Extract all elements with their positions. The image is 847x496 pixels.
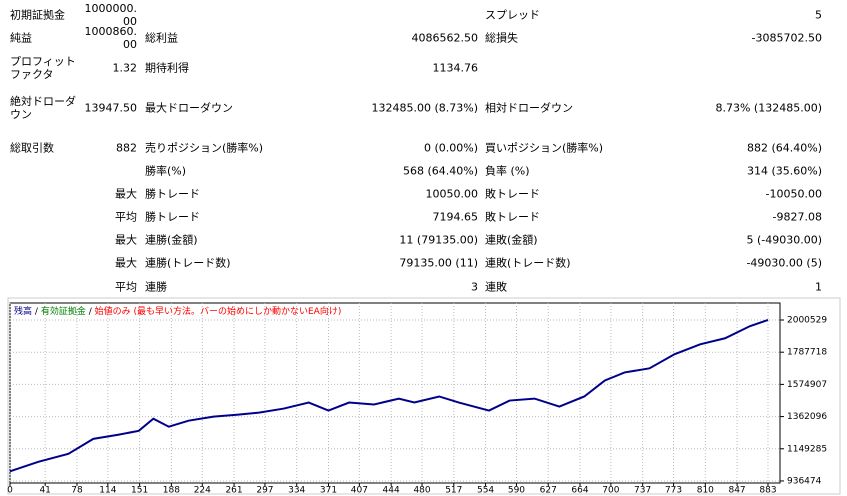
- balance-line: [9, 319, 769, 473]
- report-value: 0 (0.00%): [423, 141, 478, 155]
- x-tick-label: 700: [602, 486, 619, 496]
- report-value: 平均: [115, 280, 137, 294]
- report-value: 4086562.50: [411, 31, 478, 45]
- report-value: 最大: [115, 187, 137, 201]
- x-tick-label: 261: [225, 486, 242, 496]
- report-value: 79135.00 (11): [399, 256, 478, 270]
- report-value: 8.73% (132485.00): [715, 101, 822, 115]
- x-tick-label: 664: [571, 486, 588, 496]
- report-value: -9827.08: [772, 210, 822, 224]
- report-value: 882: [116, 141, 137, 155]
- legend-item: 残高: [14, 305, 32, 317]
- x-tick-label: 517: [445, 486, 462, 496]
- x-tick-label: 847: [728, 486, 745, 496]
- report-value: -49030.00 (5): [746, 256, 822, 270]
- report-value: 1134.76: [432, 61, 479, 75]
- x-tick-label: 334: [288, 486, 305, 496]
- report-label: プロフィットファクタ: [10, 55, 76, 81]
- report-value: 1000000.00: [84, 2, 138, 28]
- report-label: 連敗(金額): [485, 233, 538, 247]
- y-tick-label: 2000529: [787, 316, 827, 326]
- report-value: 最大: [115, 233, 137, 247]
- x-tick-label: 883: [759, 486, 776, 496]
- report-value: 最大: [115, 256, 137, 270]
- x-tick-label: 773: [665, 486, 682, 496]
- x-tick-label: 188: [163, 486, 180, 496]
- x-tick-label: 371: [320, 486, 337, 496]
- report-value: 7194.65: [432, 210, 479, 224]
- report-value: 1.32: [112, 61, 138, 75]
- report-label: 勝トレード: [145, 187, 200, 201]
- x-tick-label: 78: [71, 486, 83, 496]
- report-label: 勝率(%): [145, 164, 187, 178]
- report-label: 連敗(トレード数): [485, 256, 571, 270]
- report-label: 初期証拠金: [10, 8, 65, 22]
- report-label: 総損失: [485, 31, 518, 45]
- x-tick-label: 444: [383, 486, 400, 496]
- report-label: スプレッド: [485, 8, 540, 22]
- x-tick-label: 224: [194, 486, 211, 496]
- legend-separator: /: [89, 307, 93, 317]
- legend-separator: /: [35, 307, 39, 317]
- x-tick-label: 554: [477, 486, 494, 496]
- report-label: 最大ドローダウン: [145, 101, 233, 115]
- report-value: 平均: [115, 210, 137, 224]
- report-label: 絶対ドローダウン: [10, 95, 76, 121]
- report-label: 相対ドローダウン: [485, 101, 573, 115]
- x-tick-label: 41: [39, 486, 50, 496]
- legend: 残高 / 有効証拠金 / 始値のみ (最も早い方法。バーの始めにしか動かないEA…: [14, 305, 341, 317]
- report-value: 882 (64.40%): [746, 141, 822, 155]
- report-value: 5 (-49030.00): [746, 233, 822, 247]
- report-value: 3: [471, 280, 478, 294]
- y-tick-label: 1574907: [787, 380, 827, 390]
- report-label: 勝トレード: [145, 210, 200, 224]
- report-value: 11 (79135.00): [399, 233, 478, 247]
- x-tick-label: 297: [256, 486, 273, 496]
- x-tick-label: 737: [634, 486, 651, 496]
- y-tick-label: 1362096: [787, 412, 827, 422]
- legend-item: 有効証拠金: [41, 305, 86, 317]
- report-value: 568 (64.40%): [402, 164, 478, 178]
- x-tick-label: 407: [351, 486, 368, 496]
- x-tick-label: 0: [7, 486, 13, 496]
- legend-item: 始値のみ (最も早い方法。バーの始めにしか動かないEA向け): [95, 305, 342, 317]
- report-label: 連勝(金額): [145, 233, 198, 247]
- report-value: -3085702.50: [751, 31, 822, 45]
- report-label: 総取引数: [10, 141, 54, 155]
- report-label: 連勝(トレード数): [145, 256, 231, 270]
- report-value: 10050.00: [425, 187, 479, 201]
- report-label: 純益: [10, 31, 32, 45]
- x-tick-label: 151: [131, 486, 148, 496]
- report-label: 売りポジション(勝率%): [145, 141, 264, 155]
- x-tick-label: 810: [697, 486, 714, 496]
- report-label: 買いポジション(勝率%): [485, 141, 604, 155]
- x-tick-label: 480: [413, 486, 430, 496]
- report-value: 5: [815, 8, 822, 22]
- report-label: 敗トレード: [485, 210, 540, 224]
- y-tick-label: 1787718: [787, 348, 827, 358]
- report-label: 連勝: [145, 280, 167, 294]
- report-value: -10050.00: [765, 187, 822, 201]
- report-value: 132485.00 (8.73%): [371, 101, 478, 115]
- report-value: 314 (35.60%): [746, 164, 822, 178]
- y-tick-label: 1149285: [787, 444, 827, 454]
- report-value: 1000860.00: [84, 25, 138, 51]
- y-tick-label: 936474: [787, 476, 822, 486]
- x-tick-label: 114: [99, 486, 116, 496]
- report-label: 連敗: [485, 280, 507, 294]
- report-label: 敗トレード: [485, 187, 540, 201]
- x-tick-label: 627: [540, 486, 557, 496]
- report-label: 負率 (%): [485, 164, 530, 178]
- x-tick-label: 590: [508, 486, 525, 496]
- report-value: 13947.50: [84, 101, 138, 115]
- report-value: 1: [815, 280, 822, 294]
- report-label: 総利益: [145, 31, 178, 45]
- report-label: 期待利得: [145, 61, 189, 75]
- plot-area: [9, 302, 781, 484]
